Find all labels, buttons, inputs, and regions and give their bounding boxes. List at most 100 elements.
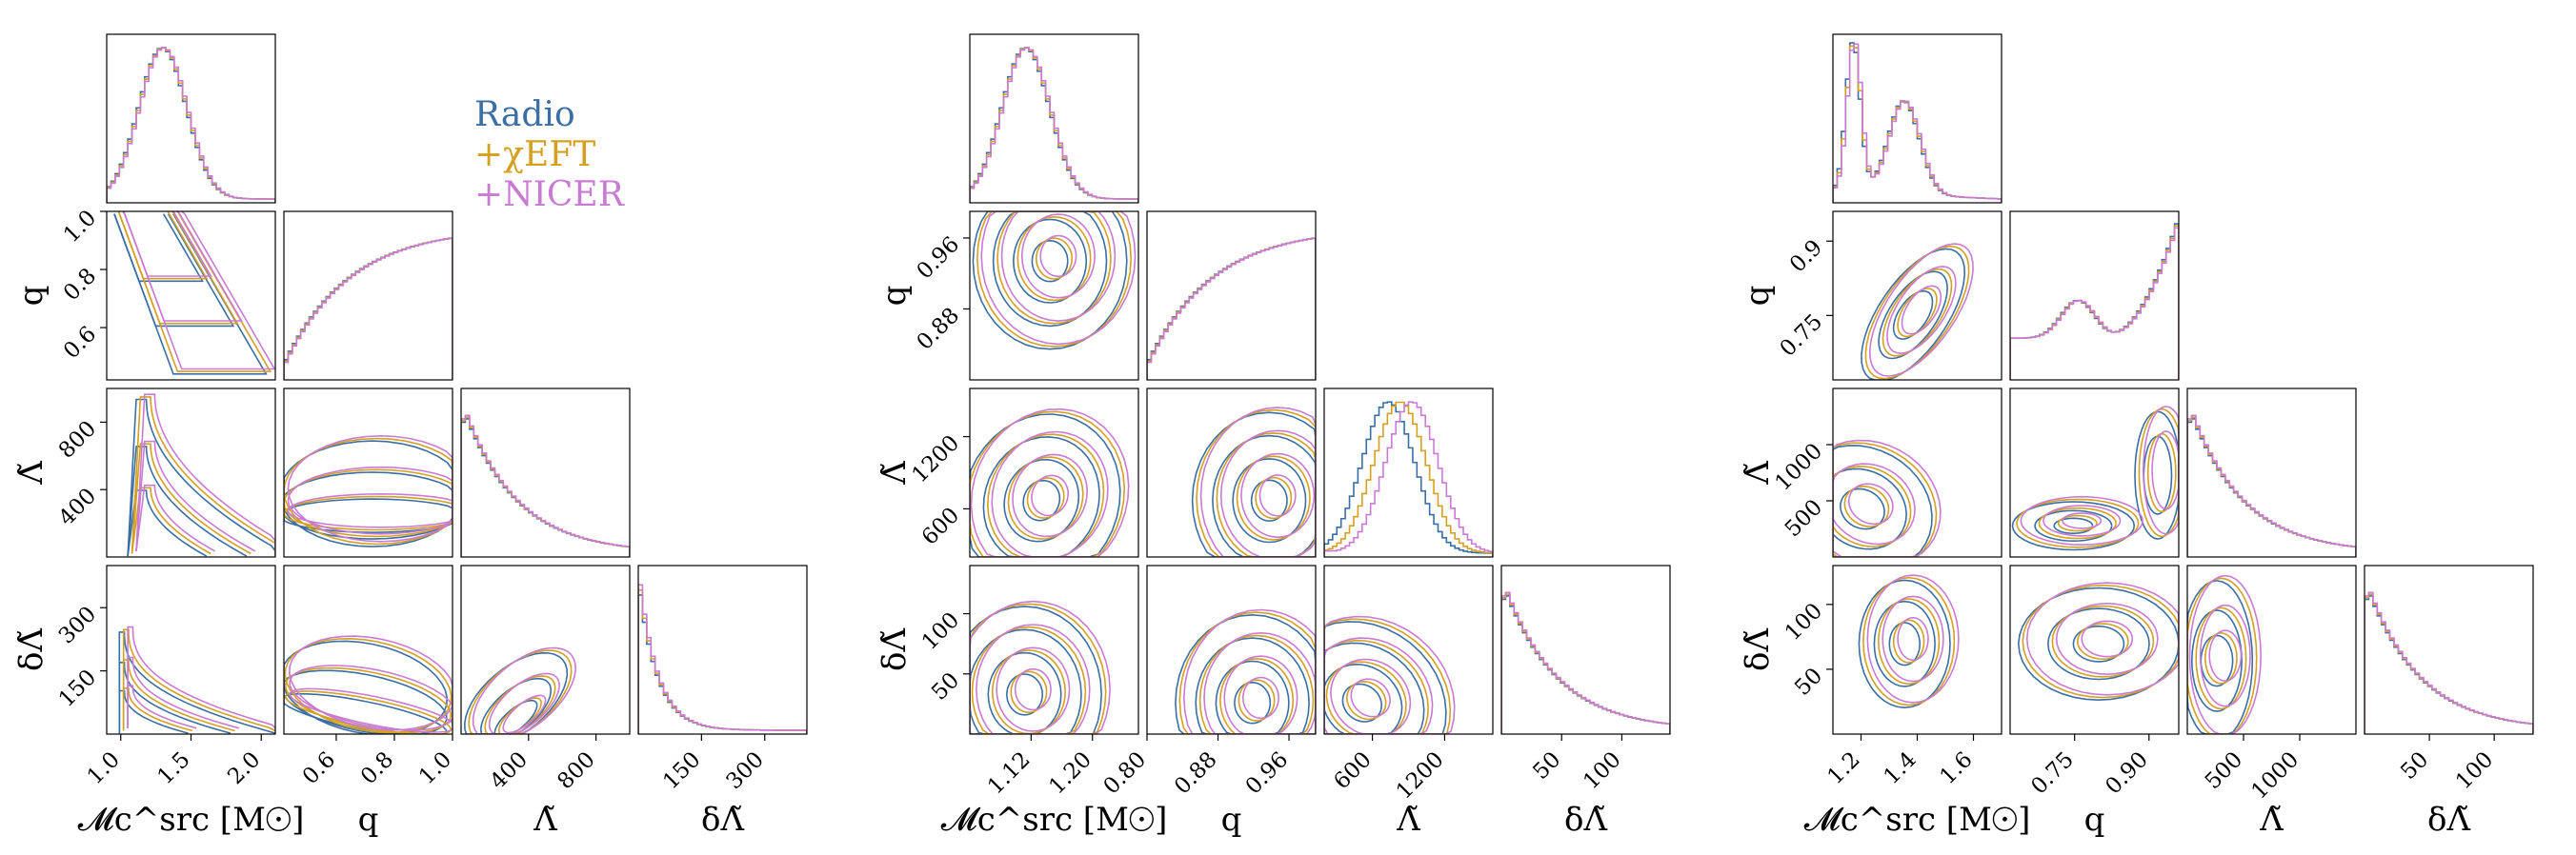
contour-level-2-series-1 [122,687,193,732]
contour-level-1-series-0 [1833,467,1907,550]
x-tick-label: 800 [553,747,599,794]
y-tick-label: 50 [927,668,964,706]
histogram-series-2 [1501,591,1670,734]
panel-lam-vs-q [1146,388,1317,558]
panel-content [1324,615,1456,734]
histogram-series-1 [2187,416,2356,557]
x-tick-label: 1.5 [152,747,194,789]
y-tick-label: 0.8 [59,264,101,306]
panel-dlam-vs-dlam: 50 100 [2364,565,2534,794]
panel-content [1175,608,1316,734]
panel-mc-vs-mc [106,33,276,204]
contour-level-0-series-1 [2022,584,2179,699]
panel-frame [1500,565,1671,735]
histogram-series-2 [107,47,275,203]
panel-content [107,47,275,203]
panel-content [1324,401,1493,557]
contour-level-2-series-1 [2057,514,2098,532]
contour-level-1-series-0 [284,471,453,540]
contour-level-3-series-2 [1014,667,1052,711]
histogram-series-2 [638,584,807,734]
x-tick-label: 0.96 [1241,747,1294,800]
contour-level-0-series-0 [284,440,453,547]
y-axis-label-dlam: δΛ̃ [875,628,914,671]
panel-content [1501,591,1670,734]
y-tick-label: 400 [54,484,101,530]
y-axis-label-q: q [1739,286,1777,307]
contour-level-0-series-2 [1866,574,1960,704]
panel-q-vs-q [283,210,453,381]
x-axis-label-lam: Λ̃ [1396,801,1420,839]
panel-content [2187,574,2262,734]
y-tick-label: 300 [54,602,101,648]
contour-level-2-series-1 [284,495,453,531]
panel-frame [969,565,1139,735]
contour-level-0-series-1 [117,211,272,372]
contour-level-2-series-1 [1236,455,1311,541]
panel-q-vs-q [2009,210,2180,381]
x-tick-label: 150 [658,747,705,794]
x-axis-label-q: q [1221,801,1242,839]
x-tick-label: 300 [722,747,769,794]
x-tick-label: 400 [486,747,533,794]
contour-level-1-series-1 [2038,507,2117,540]
contour-level-1-series-1 [1882,268,1953,357]
contour-level-0-series-1 [1324,618,1452,734]
y-tick-label: 1000 [1770,439,1827,496]
contour-level-3-series-2 [1039,234,1077,278]
x-tick-label: 0.8 [356,747,398,789]
panel-frame [1832,210,2002,381]
contour-level-2-series-1 [1007,456,1084,540]
panel-content [1147,237,1316,380]
contour-level-2-series-1 [131,487,211,555]
contour-level-3-series-0 [2134,410,2179,540]
panel-content [2010,223,2179,380]
panel-frame [969,388,1139,558]
contour-level-1-series-1 [2195,606,2247,710]
panel-dlam-vs-q: 0.6 0.8 1.0 [283,565,456,789]
contour-level-0-series-2 [122,211,275,370]
contour-level-1-series-0 [1324,642,1425,734]
contour-level-1-series-2 [976,624,1091,734]
contour-level-3-series-1 [1035,237,1073,280]
contour-level-2-series-2 [2208,629,2243,683]
panel-content [2011,406,2179,551]
contour-level-1-series-2 [1833,463,1916,546]
contour-level-2-series-0 [1892,289,1934,340]
contour-level-2-series-1 [1325,661,1407,734]
histogram-series-2 [2010,227,2179,380]
contour-level-1-series-2 [1882,595,1944,683]
y-tick-label: 100 [1781,599,1827,646]
panel-frame [106,33,276,204]
contour-level-1-series-0 [2034,509,2113,543]
contour-level-2-series-2 [996,646,1071,732]
panel-content [284,635,453,734]
histogram-series-0 [2365,595,2533,734]
contour-level-2-series-2 [1330,658,1412,734]
y-tick-label: 800 [54,416,101,463]
contour-level-0-series-2 [1868,243,1974,377]
panel-frame [969,210,1139,381]
contour-level-4-series-2 [2151,430,2179,510]
x-tick-label: 1000 [2246,747,2304,805]
contour-level-2-series-2 [1897,616,1929,662]
contour-level-0-series-0 [1191,411,1316,557]
contour-level-3-series-1 [1010,670,1048,714]
contour-level-2-series-2 [2062,512,2103,529]
contour-level-2-series-2 [135,484,215,552]
x-tick-label: 1.0 [414,747,456,789]
panel-frame [283,388,453,558]
panel-lam-vs-lam [1323,388,1494,558]
contour-level-2-series-0 [1215,660,1290,734]
histogram-series-2 [1324,401,1493,557]
contour-level-0-series-1 [1178,611,1316,734]
contour-level-3-series-1 [1255,476,1293,520]
contour-level-1-series-1 [284,666,452,734]
panel-frame [2009,210,2180,381]
panel-q-vs-mc: 0.6 0.8 1.0 [59,206,276,381]
panel-dlam-vs-mc: 1.2 1.4 1.6 50 100 [1781,565,2002,789]
contour-level-1-series-1 [1833,465,1912,547]
histogram-series-0 [1501,595,1670,734]
